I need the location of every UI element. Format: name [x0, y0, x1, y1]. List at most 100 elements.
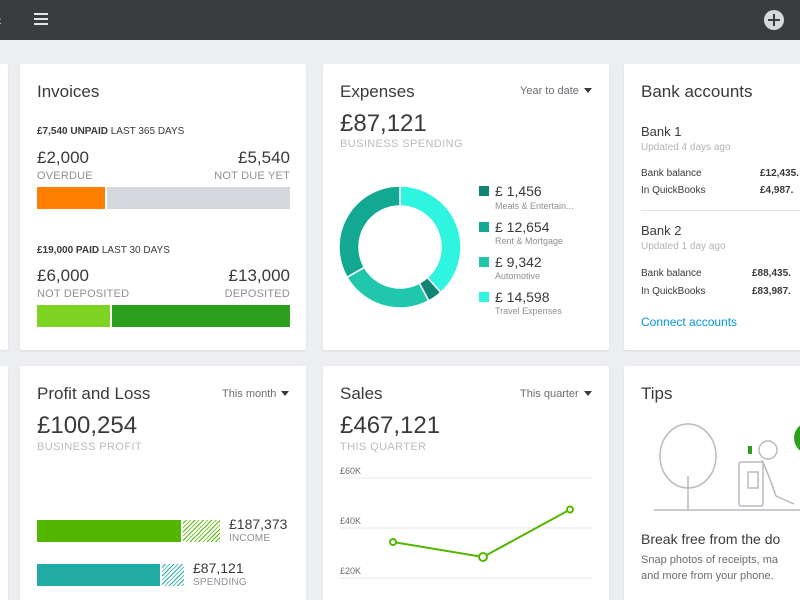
expenses-donut-chart[interactable]	[337, 184, 463, 310]
sales-title: Sales	[340, 384, 383, 403]
partial-left-card	[0, 64, 8, 350]
income-label: INCOME	[229, 533, 271, 544]
chair-shape	[738, 461, 764, 507]
profit-loss-card: Profit and Loss This month £100,254 BUSI…	[20, 366, 306, 600]
hamburger-icon[interactable]	[34, 13, 48, 25]
sales-card: Sales This quarter £467,121 THIS QUARTER…	[323, 366, 609, 600]
tips-title: Tips	[641, 384, 673, 403]
profit-total-label: BUSINESS PROFIT	[37, 441, 143, 453]
sales-y-tick-label: £60K	[340, 466, 361, 476]
spending-value[interactable]: £87,121	[193, 560, 244, 576]
not-due-value[interactable]: £5,540	[238, 148, 290, 167]
legend-label-meals: Meals & Entertain...	[495, 201, 574, 211]
tips-illustration	[654, 423, 800, 511]
plus-circle-icon[interactable]	[764, 10, 784, 30]
overdue-bar-segment[interactable]	[37, 187, 105, 209]
donut-slice-automotive[interactable]	[346, 266, 430, 309]
spending-bar-track[interactable]	[37, 564, 220, 586]
sales-total: £467,121	[340, 412, 441, 439]
legend-value-travel[interactable]: £ 14,598	[495, 289, 550, 305]
bank-2-balance: £88,435.	[752, 268, 791, 279]
connect-accounts-link[interactable]: Connect accounts	[641, 315, 738, 329]
bank-1-balance: £12,435.	[760, 168, 799, 179]
bank-2-qb: £83,987.	[752, 286, 791, 297]
donut-slice-rent[interactable]	[338, 185, 401, 279]
tips-headline: Break free from the do	[641, 531, 781, 547]
bank-accounts-title: Bank accounts	[641, 82, 753, 101]
not-deposited-bar-segment[interactable]	[37, 305, 110, 327]
legend-value-meals[interactable]: £ 1,456	[495, 183, 542, 199]
legend-swatch-travel	[479, 292, 489, 302]
not-deposited-value[interactable]: £6,000	[37, 266, 89, 285]
tips-card: Tips Break free from the do Snap photos …	[624, 366, 800, 600]
not-due-bar-segment[interactable]	[107, 187, 290, 209]
donut-slice-travel[interactable]	[399, 185, 462, 294]
unpaid-bar[interactable]	[37, 187, 290, 209]
chevron-down-icon	[583, 391, 592, 396]
legend-value-automotive[interactable]: £ 9,342	[495, 254, 542, 270]
legend-label-rent: Rent & Mortgage	[495, 236, 564, 246]
profit-total: £100,254	[37, 412, 138, 439]
sales-period-dropdown[interactable]: This quarter	[520, 388, 592, 400]
bank-1-name[interactable]: Bank 1	[641, 124, 682, 139]
top-navigation-bar: ‹	[0, 0, 800, 40]
not-due-label: NOT DUE YET	[214, 170, 290, 182]
bank-2-updated: Updated 1 day ago	[641, 241, 726, 252]
income-bar-hatch	[183, 520, 220, 542]
bank-2-qb-label: In QuickBooks	[641, 286, 706, 297]
bank-2-name[interactable]: Bank 2	[641, 223, 682, 238]
tips-body-line-1: Snap photos of receipts, ma	[641, 554, 778, 566]
legend-label-travel: Travel Expenses	[495, 306, 562, 316]
bank-1-balance-label: Bank balance	[641, 168, 702, 179]
overdue-value[interactable]: £2,000	[37, 148, 89, 167]
unpaid-summary[interactable]: £7,540 UNPAID LAST 365 DAYS	[37, 126, 185, 137]
bank-1-qb-label: In QuickBooks	[641, 185, 706, 196]
phone-accent-shape	[748, 446, 752, 454]
phone-shape	[747, 471, 759, 489]
overdue-label: OVERDUE	[37, 170, 93, 182]
income-bar-track[interactable]	[37, 520, 220, 542]
paid-summary[interactable]: £19,000 PAID LAST 30 DAYS	[37, 245, 170, 256]
deposited-value[interactable]: £13,000	[228, 266, 290, 285]
profit-loss-period-dropdown[interactable]: This month	[222, 388, 290, 400]
expenses-title: Expenses	[340, 82, 415, 101]
sales-data-point[interactable]	[478, 552, 488, 562]
income-value[interactable]: £187,373	[229, 516, 288, 532]
person-body-shape	[761, 459, 795, 505]
bank-divider	[641, 210, 800, 211]
expenses-period-dropdown[interactable]: Year to date	[520, 85, 592, 97]
legend-swatch-automotive	[479, 257, 489, 267]
sales-series-line	[392, 508, 571, 559]
person-head-shape	[758, 440, 778, 460]
invoices-title: Invoices	[37, 82, 100, 101]
not-deposited-label: NOT DEPOSITED	[37, 288, 130, 300]
sales-total-label: THIS QUARTER	[340, 441, 427, 453]
profit-loss-title: Profit and Loss	[37, 384, 151, 403]
bank-accounts-card: Bank accounts Bank 1 Updated 4 days ago …	[624, 64, 800, 350]
spending-bar-hatch	[162, 564, 184, 586]
spending-label: SPENDING	[193, 577, 247, 588]
expenses-card: Expenses Year to date £87,121 BUSINESS S…	[323, 64, 609, 350]
legend-label-automotive: Automotive	[495, 271, 541, 281]
legend-swatch-meals	[479, 186, 489, 196]
paid-bar[interactable]	[37, 305, 290, 327]
sales-data-point[interactable]	[566, 505, 574, 514]
sales-line-chart[interactable]: £60K £40K £20K	[323, 462, 609, 600]
spending-bar[interactable]	[37, 564, 160, 586]
bank-2-balance-label: Bank balance	[641, 268, 702, 279]
chevron-down-icon	[281, 391, 290, 396]
tips-body-line-2: and more from your phone.	[641, 570, 774, 582]
speech-bubble-shape	[794, 425, 800, 451]
deposited-bar-segment[interactable]	[112, 305, 290, 327]
invoices-card: Invoices £7,540 UNPAID LAST 365 DAYS £2,…	[20, 64, 306, 350]
chevron-down-icon	[583, 88, 592, 93]
legend-value-rent[interactable]: £ 12,654	[495, 219, 550, 235]
partial-left-card-2	[0, 366, 8, 600]
sales-data-point[interactable]	[389, 538, 397, 546]
income-bar[interactable]	[37, 520, 181, 542]
expenses-total-label: BUSINESS SPENDING	[340, 138, 463, 150]
bank-1-qb: £4,987.	[760, 185, 794, 196]
bank-1-updated: Updated 4 days ago	[641, 142, 731, 153]
expenses-total: £87,121	[340, 110, 427, 137]
sales-y-tick-label: £40K	[340, 516, 361, 526]
